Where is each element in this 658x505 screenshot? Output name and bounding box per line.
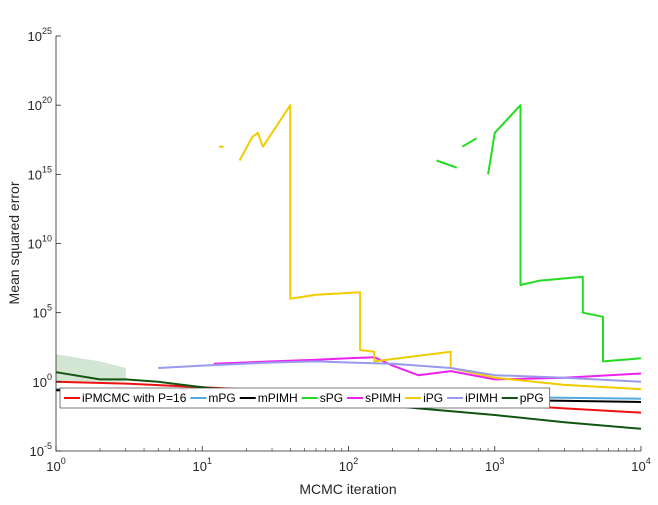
x-tick-label-0: 100 <box>46 456 65 474</box>
legend-label-0: iPMCMC with P=16 <box>82 391 187 405</box>
legend-label-3: sPG <box>320 391 343 405</box>
x-axis-title: MCMC iteration <box>299 481 396 497</box>
legend: iPMCMC with P=16 mPG mPIMH sPG sPIMH iPG iPIMH… <box>59 387 551 409</box>
y-tick-label-2: 105 <box>33 303 52 321</box>
series-line-5-1 <box>238 104 642 391</box>
legend-label-7: pPG <box>520 391 544 405</box>
series-4 <box>213 356 642 381</box>
x-tick-label-3: 103 <box>485 456 504 474</box>
legend-label-5: iPG <box>423 391 443 405</box>
y-tick-label-6: 1025 <box>28 26 52 44</box>
y-axis-title: Mean squared error <box>6 181 22 304</box>
series-3 <box>436 104 642 363</box>
series-line-3-2 <box>487 104 642 363</box>
y-tick-label-1: 100 <box>33 372 52 390</box>
y-tick-label-5: 1020 <box>28 95 52 113</box>
y-tick-label-4: 1015 <box>28 164 52 182</box>
legend-label-2: mPIMH <box>258 391 298 405</box>
legend-label-6: iPIMH <box>465 391 498 405</box>
series-line-3-1 <box>461 137 478 148</box>
series-5 <box>218 104 642 391</box>
series-line-6-0 <box>158 360 642 383</box>
series-6 <box>158 360 642 383</box>
y-tick-label-0: 10-5 <box>30 441 52 459</box>
series-line-3-0 <box>436 159 458 169</box>
x-tick-label-4: 104 <box>631 456 650 474</box>
y-axis-ticks: 10-5 100 105 1010 1015 1020 1025 <box>28 26 61 459</box>
x-tick-label-1: 101 <box>193 456 212 474</box>
legend-label-4: sPIMH <box>365 391 401 405</box>
x-axis-ticks: 100 101 102 103 104 <box>46 446 651 474</box>
x-tick-label-2: 102 <box>339 456 358 474</box>
series-line-4-0 <box>213 356 642 381</box>
legend-label-1: mPG <box>208 391 235 405</box>
y-tick-label-3: 1010 <box>28 234 52 252</box>
